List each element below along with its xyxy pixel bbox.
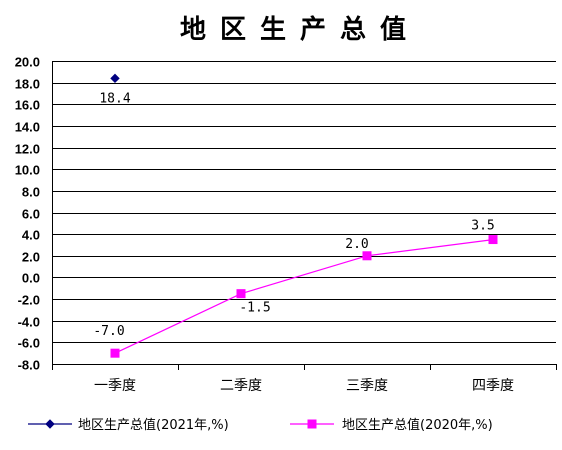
x-tick-label: 四季度 [472, 378, 514, 394]
data-point-1-0 [110, 348, 120, 358]
data-point-1-1 [236, 289, 246, 299]
x-tick-label: 一季度 [94, 378, 136, 394]
y-tick-label: 8.0 [22, 185, 40, 200]
x-tick-label: 三季度 [346, 378, 388, 394]
legend-marker-1 [307, 419, 317, 429]
data-label-0-0: 18.4 [99, 91, 130, 106]
grid-layer [52, 61, 556, 365]
series-line-1 [114, 239, 494, 354]
data-point-1-3 [488, 235, 498, 245]
y-tick-label: 18.0 [15, 77, 40, 92]
data-label-1-2: 2.0 [345, 237, 368, 252]
data-label-1-3: 3.5 [471, 219, 494, 234]
y-tick-label: -4.0 [18, 315, 40, 330]
y-tick-label: 16.0 [15, 98, 40, 113]
y-tick-label: -6.0 [18, 336, 40, 351]
legend-label-0: 地区生产总值(2021年,%) [78, 417, 229, 433]
axis-layer: 20.0 18.0 16.0 14.0 12.0 10.0 8.0 6.0 4.0 2.0 0.0 -… [15, 55, 557, 394]
chart-title: 地区生产总值 [180, 15, 420, 45]
y-tick-label: 12.0 [15, 142, 40, 157]
label-layer: 18.4 -7.0 -1.5 2.0 3.5 [93, 91, 494, 339]
data-label-1-1: -1.5 [239, 301, 270, 316]
y-tick-label: 14.0 [15, 120, 40, 135]
legend: 地区生产总值(2021年,%) 地区生产总值(2020年,%) [28, 417, 493, 433]
y-tick-label: 10.0 [15, 163, 40, 178]
y-tick-label: -2.0 [18, 293, 40, 308]
series-layer [110, 73, 498, 358]
y-tick-label: 6.0 [22, 207, 40, 222]
y-tick-label: 4.0 [22, 228, 40, 243]
data-point-1-2 [362, 251, 372, 261]
y-tick-label: -8.0 [18, 358, 40, 373]
legend-label-1: 地区生产总值(2020年,%) [342, 417, 493, 433]
legend-marker-0 [45, 419, 55, 429]
y-tick-label: 0.0 [22, 271, 40, 286]
y-tick-label: 20.0 [15, 55, 40, 70]
x-tick-label: 二季度 [220, 378, 262, 394]
data-label-1-0: -7.0 [93, 324, 124, 339]
data-point-0-0 [110, 73, 120, 84]
y-tick-label: 2.0 [22, 250, 40, 265]
